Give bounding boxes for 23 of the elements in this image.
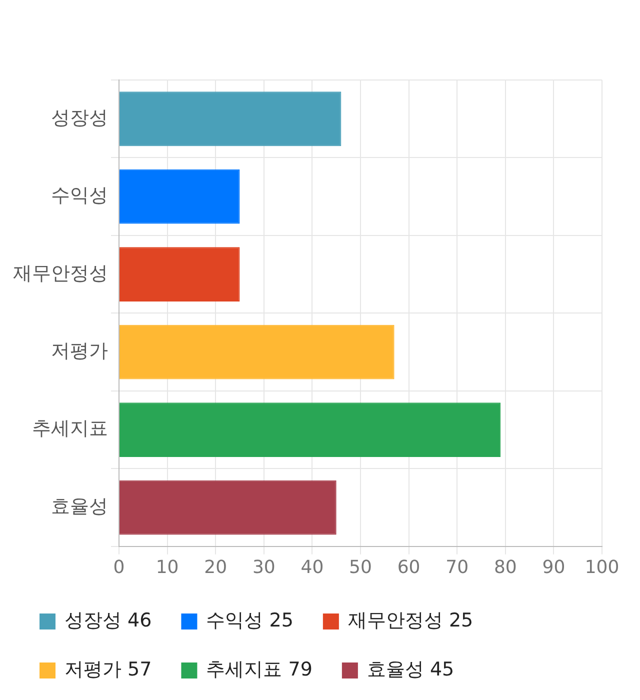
legend-label: 추세지표 79 (206, 658, 312, 680)
x-tick-label: 50 (349, 556, 372, 578)
x-tick-label: 60 (397, 556, 420, 578)
x-tick-label: 0 (113, 556, 125, 578)
x-tick-label: 80 (494, 556, 517, 578)
x-tick-label: 30 (252, 556, 276, 578)
y-tick-label: 수익성 (51, 184, 108, 207)
legend-label: 재무안정성 25 (348, 609, 474, 632)
legend-label: 저평가 57 (64, 658, 152, 680)
x-tick-label: 90 (542, 556, 566, 578)
y-tick-label: 추세지표 (32, 418, 108, 440)
x-tick-label: 10 (156, 556, 179, 578)
legend-label: 성장성 46 (64, 609, 152, 632)
x-tick-label: 20 (204, 556, 228, 578)
y-tick-label: 재무안정성 (13, 262, 108, 284)
y-tick-label: 효율성 (51, 495, 108, 518)
legend-label: 효율성 45 (366, 658, 454, 680)
x-tick-label: 100 (584, 556, 620, 578)
x-tick-label: 40 (300, 556, 324, 578)
y-tick-label: 저평가 (51, 340, 108, 362)
x-tick-label: 70 (446, 556, 469, 578)
y-tick-label: 성장성 (51, 106, 108, 129)
legend-label: 수익성 25 (206, 609, 294, 632)
